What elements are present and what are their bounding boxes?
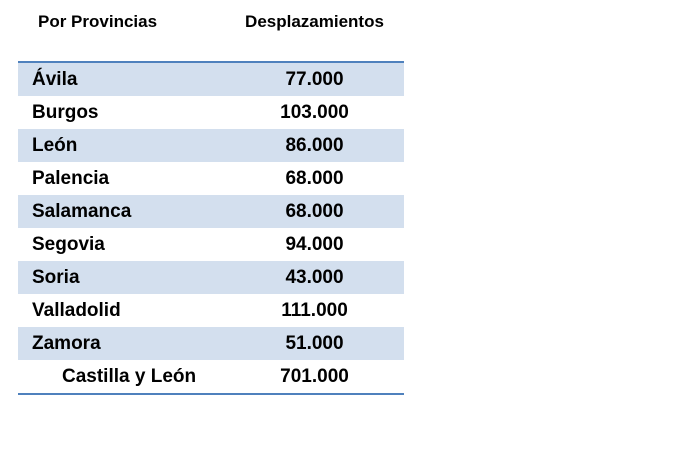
province-cell: Palencia <box>32 167 110 189</box>
table-row: Segovia 94.000 <box>18 228 404 261</box>
table-row: Palencia 68.000 <box>18 162 404 195</box>
table-row-total: Castilla y León 701.000 <box>18 360 404 393</box>
value-cell: 111.000 <box>281 299 348 321</box>
provinces-table: Por Provincias Desplazamientos Ávila 77.0… <box>18 11 404 395</box>
table-row: Valladolid 111.000 <box>18 294 404 327</box>
value-cell: 68.000 <box>285 200 344 222</box>
province-cell: Salamanca <box>32 200 132 222</box>
value-cell: 43.000 <box>285 266 344 288</box>
column-header-desplazamientos: Desplazamientos <box>245 12 384 31</box>
province-cell: León <box>32 134 78 156</box>
table-row: Soria 43.000 <box>18 261 404 294</box>
value-cell: 51.000 <box>285 332 344 354</box>
province-cell: Zamora <box>32 332 101 354</box>
table-row: Burgos 103.000 <box>18 96 404 129</box>
value-cell: 86.000 <box>285 134 344 156</box>
value-cell: 94.000 <box>285 233 344 255</box>
table-row: León 86.000 <box>18 129 404 162</box>
value-cell: 77.000 <box>285 68 344 90</box>
column-header-provincias: Por Provincias <box>38 12 158 31</box>
province-cell: Valladolid <box>32 299 121 321</box>
value-cell: 68.000 <box>285 167 344 189</box>
table-row: Salamanca 68.000 <box>18 195 404 228</box>
table-header: Por Provincias Desplazamientos <box>18 11 404 33</box>
province-cell: Soria <box>32 266 80 288</box>
value-cell: 103.000 <box>280 101 349 123</box>
province-cell: Castilla y León <box>62 365 197 387</box>
province-cell: Segovia <box>32 233 105 255</box>
province-cell: Ávila <box>32 68 78 90</box>
table-row: Zamora 51.000 <box>18 327 404 360</box>
table-body: Ávila 77.000 Burgos 103.000 León 86.000 Palenc… <box>18 61 404 395</box>
value-cell: 701.000 <box>280 365 349 387</box>
province-cell: Burgos <box>32 101 99 123</box>
table-row: Ávila 77.000 <box>18 63 404 96</box>
